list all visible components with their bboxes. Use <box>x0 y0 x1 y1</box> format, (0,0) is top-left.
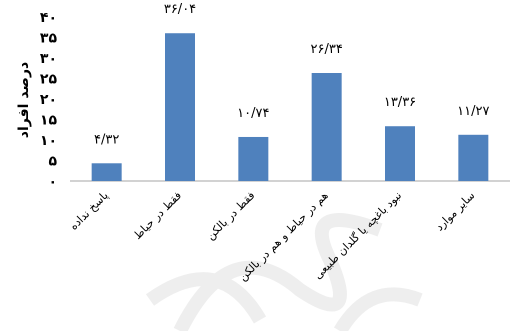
y-tick-label: ۲۵ <box>40 72 58 88</box>
data-label: ۱۱/۲۷ <box>457 104 489 119</box>
y-tick-label: ۱۵ <box>40 113 58 129</box>
bar <box>311 73 342 181</box>
data-label: ۲۶/۳۴ <box>311 42 343 57</box>
category-label: فقط در بالکن <box>204 189 258 243</box>
data-labels-group: ۴/۳۲ ۳۶/۰۴ ۱۰/۷۴ ۲۶/۳۴ ۱۳/۳۶ ۱۱/۲۷ <box>94 2 490 147</box>
category-label: سایر موارد <box>433 189 478 234</box>
data-label: ۱۳/۳۶ <box>384 95 416 110</box>
category-label: فقط در حیاط <box>131 189 184 242</box>
data-label: ۳۶/۰۴ <box>164 2 196 17</box>
bar <box>91 163 122 181</box>
y-tick-label: ۴۰ <box>40 10 57 26</box>
y-tick-label: ۳۰ <box>40 51 57 67</box>
y-axis-label: درصد افراد <box>16 62 32 138</box>
data-label: ۴/۳۲ <box>94 132 119 147</box>
bar <box>238 136 269 181</box>
y-tick-label: ۲۰ <box>40 92 57 108</box>
y-axis-ticks: ۰ ۵ ۱۰ ۱۵ ۲۰ ۲۵ ۳۰ ۳۵ ۴۰ <box>40 10 58 190</box>
y-tick-label: ۵ <box>48 154 57 170</box>
y-tick-label: ۰ <box>48 174 57 190</box>
bar <box>458 134 489 181</box>
data-label: ۱۰/۷۴ <box>237 106 269 121</box>
watermark-pattern <box>145 213 423 331</box>
category-label: پاسخ نداده <box>67 189 111 233</box>
bar <box>165 33 195 182</box>
y-tick-label: ۱۰ <box>40 133 57 149</box>
y-tick-label: ۳۵ <box>40 31 58 47</box>
bars-group <box>91 33 489 182</box>
bar <box>385 126 415 181</box>
